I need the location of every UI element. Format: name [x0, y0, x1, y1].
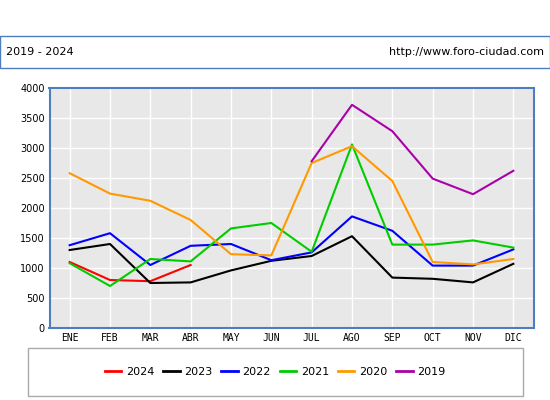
Text: 2019 - 2024: 2019 - 2024 — [6, 47, 73, 57]
Legend: 2024, 2023, 2022, 2021, 2020, 2019: 2024, 2023, 2022, 2021, 2020, 2019 — [100, 362, 450, 382]
Text: http://www.foro-ciudad.com: http://www.foro-ciudad.com — [389, 47, 544, 57]
Text: Evolucion Nº Turistas Nacionales en el municipio de Casas de Haro: Evolucion Nº Turistas Nacionales en el m… — [53, 12, 497, 24]
